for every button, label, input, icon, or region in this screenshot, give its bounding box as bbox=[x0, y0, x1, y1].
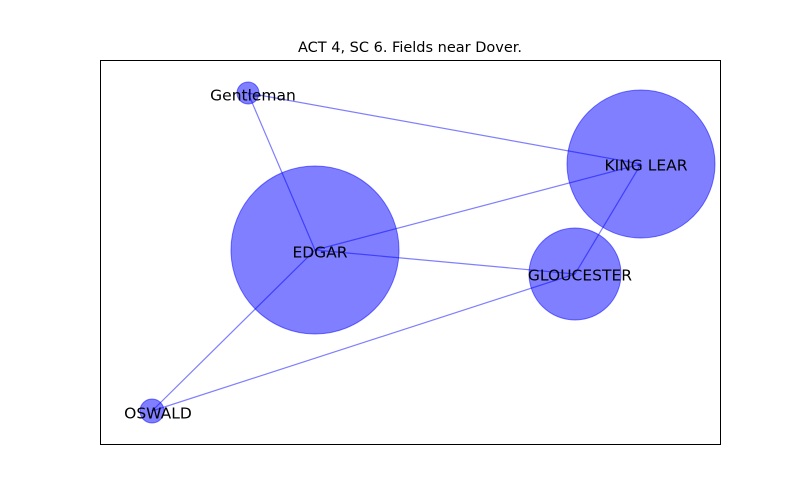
node-label-oswald: OSWALD bbox=[124, 405, 192, 423]
node-edgar bbox=[230, 165, 400, 335]
chart-title: ACT 4, SC 6. Fields near Dover. bbox=[298, 40, 522, 56]
edge-gloucester-oswald bbox=[151, 273, 576, 412]
node-oswald bbox=[139, 398, 165, 424]
labels-layer: Gentleman KING LEAR EDGAR GLOUCESTER OSWALD bbox=[124, 87, 688, 423]
node-label-gentleman: Gentleman bbox=[210, 87, 296, 105]
node-label-gloucester: GLOUCESTER bbox=[528, 267, 632, 285]
node-gentleman bbox=[236, 81, 260, 105]
plot-frame bbox=[100, 60, 721, 445]
node-label-king-lear: KING LEAR bbox=[604, 157, 687, 175]
node-king-lear bbox=[566, 89, 716, 239]
nodes-layer bbox=[139, 81, 716, 424]
node-label-edgar: EDGAR bbox=[292, 244, 347, 262]
node-gloucester bbox=[528, 227, 622, 321]
